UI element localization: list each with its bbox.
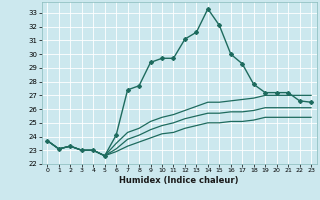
X-axis label: Humidex (Indice chaleur): Humidex (Indice chaleur) — [119, 176, 239, 185]
